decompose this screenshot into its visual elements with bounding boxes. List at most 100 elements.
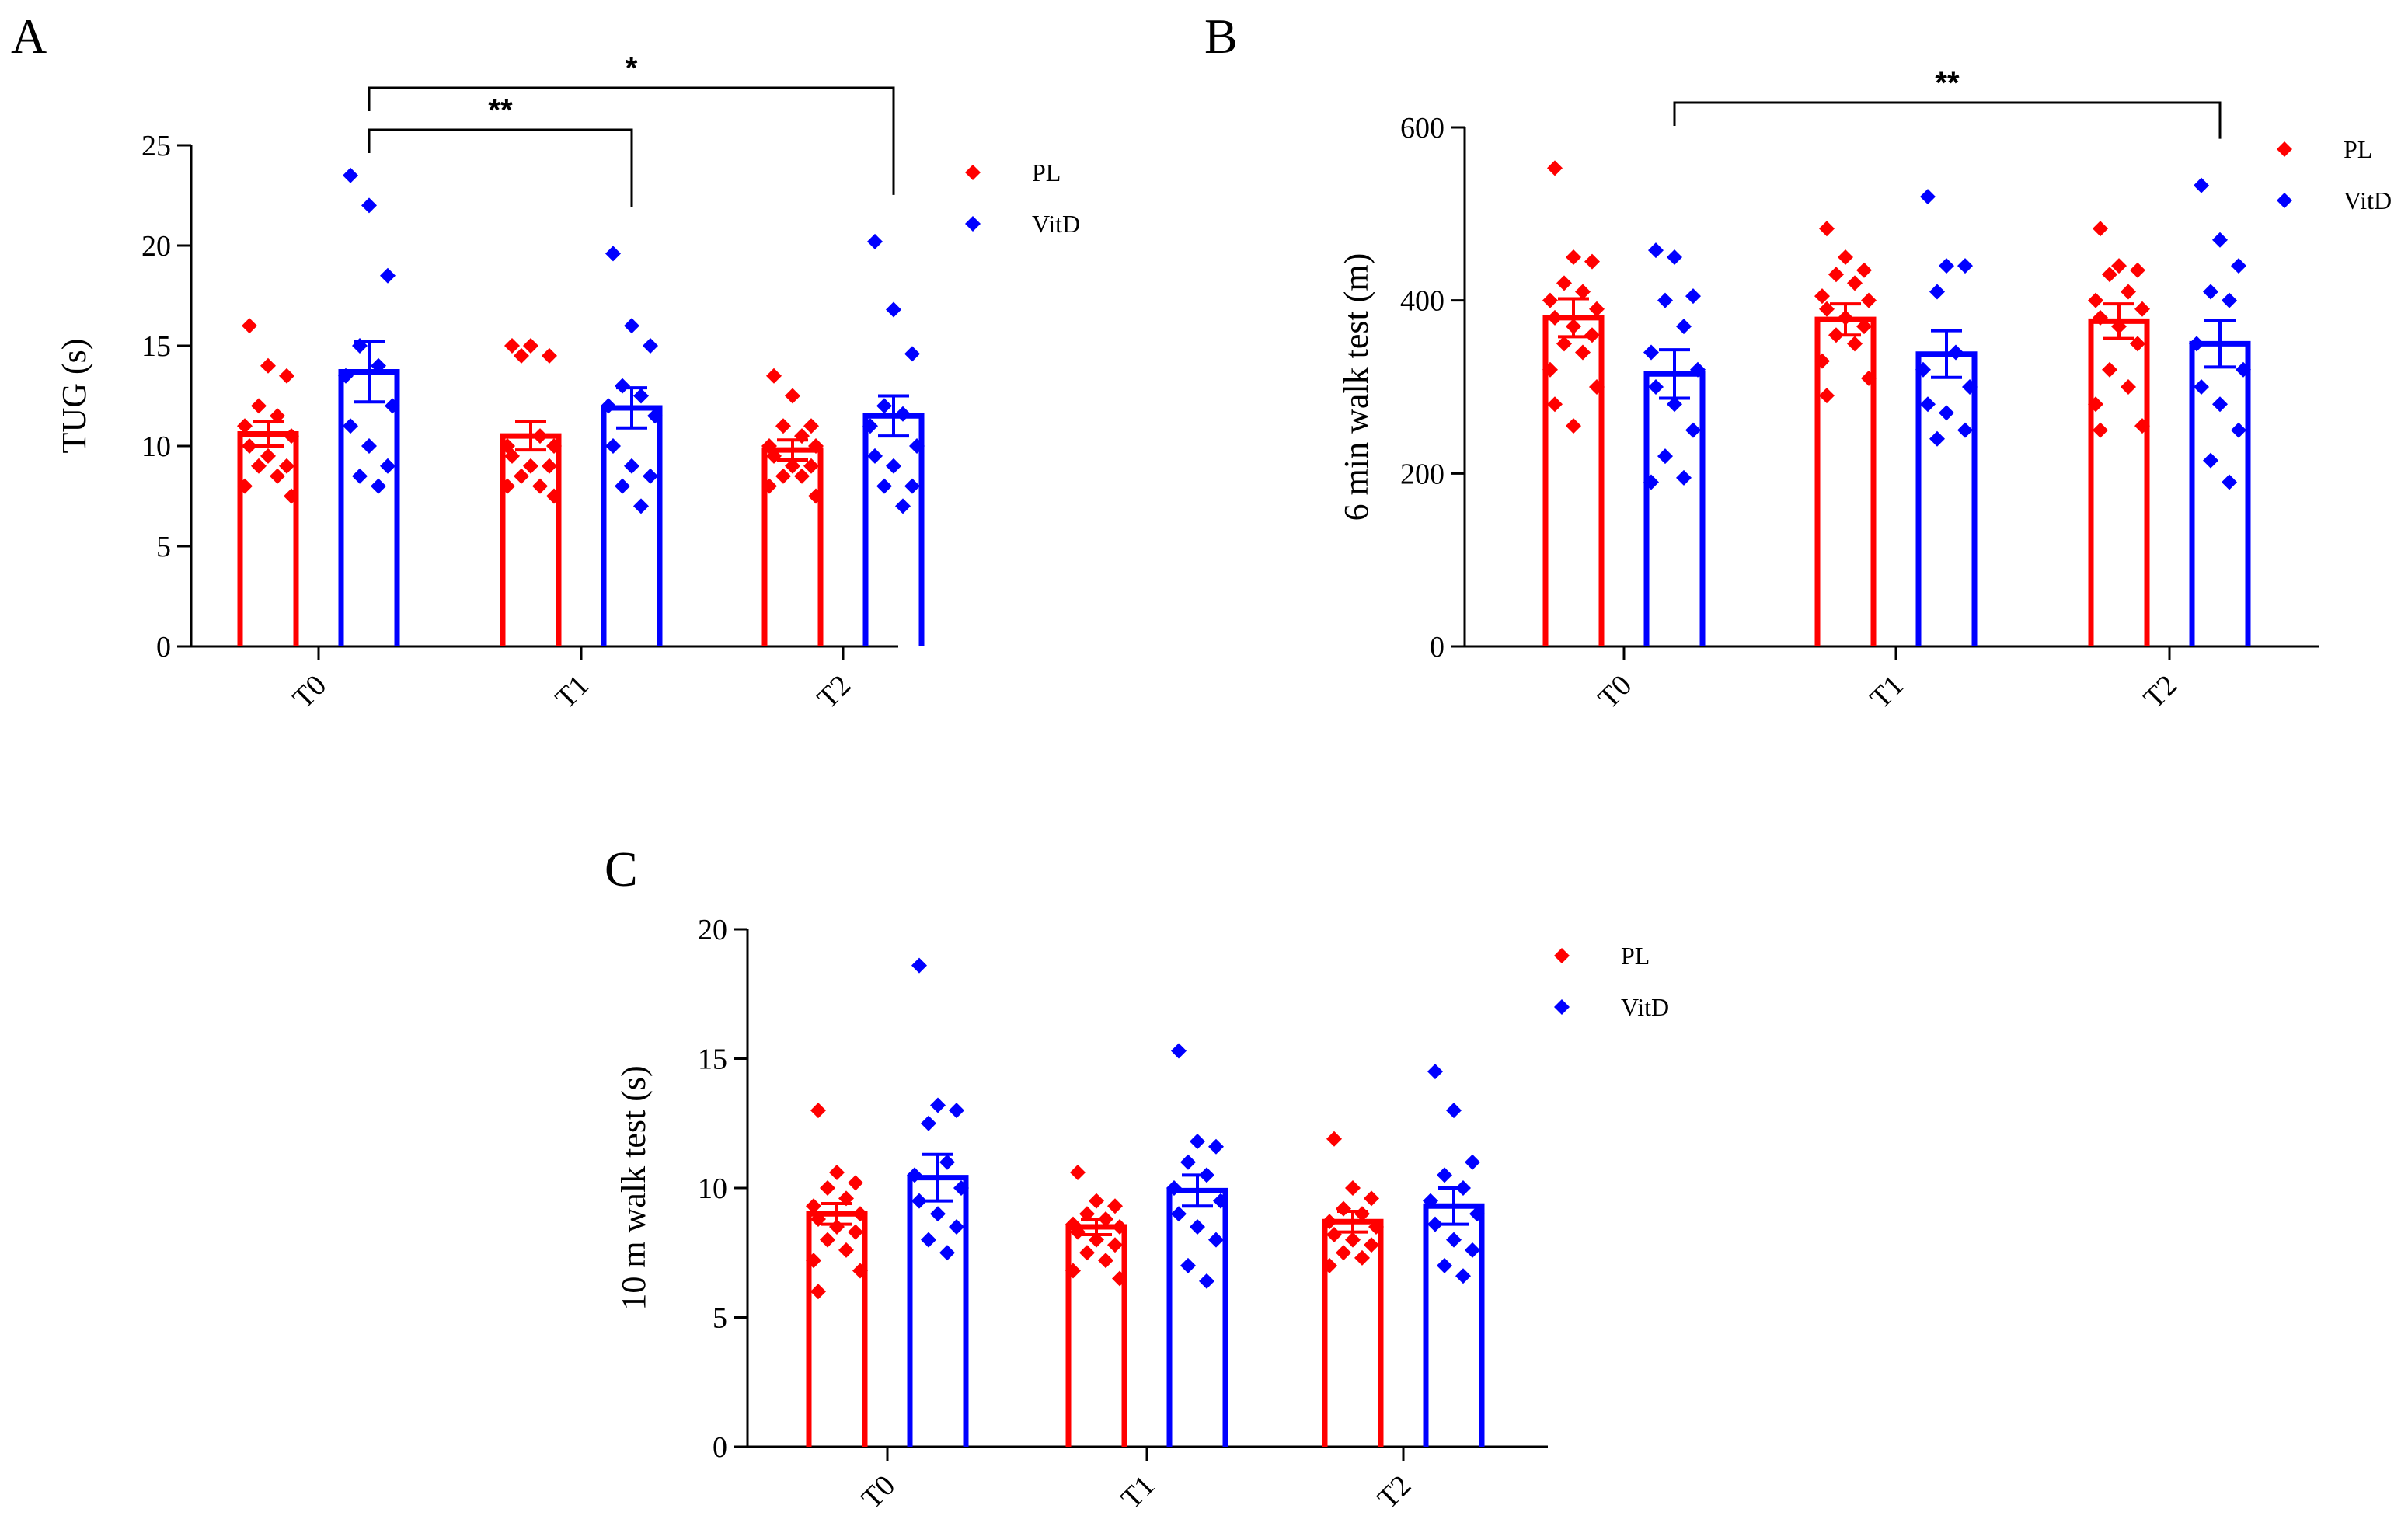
data-point-pl: [532, 428, 548, 444]
data-point-pl: [2088, 396, 2103, 413]
data-point-pl: [1322, 1257, 1337, 1273]
data-point-pl: [514, 347, 529, 364]
data-point-pl: [500, 478, 515, 494]
data-point-vitd: [2236, 361, 2251, 378]
data-point-pl: [542, 347, 557, 364]
data-point-pl: [251, 458, 267, 474]
data-point-pl: [1589, 379, 1605, 395]
data-point-pl: [1847, 336, 1863, 352]
data-point-vitd: [371, 478, 386, 494]
panel-letter: A: [11, 9, 47, 64]
data-point-pl: [1336, 1245, 1351, 1261]
data-point-pl: [829, 1218, 845, 1235]
data-point-vitd: [343, 418, 358, 434]
data-point-vitd: [1929, 430, 1945, 447]
data-point-pl: [775, 468, 791, 484]
data-point-pl: [1814, 288, 1830, 305]
x-tick-label: T1: [1115, 1469, 1162, 1516]
data-point-pl: [852, 1206, 868, 1222]
legend-marker-vitd: [965, 216, 981, 232]
legend-label: PL: [2344, 135, 2372, 163]
data-point-vitd: [1690, 361, 1706, 378]
data-point-vitd: [1455, 1268, 1471, 1284]
data-point-pl: [1589, 301, 1605, 317]
data-point-vitd: [895, 406, 911, 422]
data-point-vitd: [2194, 379, 2209, 395]
data-point-vitd: [1667, 396, 1682, 413]
data-point-vitd: [361, 438, 377, 454]
data-point-vitd: [911, 957, 927, 974]
data-point-pl: [1584, 327, 1600, 343]
data-point-pl: [810, 1103, 826, 1119]
data-point-vitd: [601, 398, 616, 414]
data-point-pl: [2111, 258, 2127, 274]
data-point-pl: [1819, 301, 1835, 317]
legend-label: VitD: [2344, 186, 2392, 214]
data-point-pl: [1556, 275, 1572, 291]
data-point-pl: [237, 478, 253, 494]
data-point-pl: [1838, 309, 1853, 326]
data-point-pl: [260, 448, 276, 464]
y-tick-label: 0: [1430, 631, 1444, 664]
x-tick-label: T0: [1592, 669, 1639, 716]
data-point-vitd: [2231, 422, 2246, 438]
data-point-pl: [1089, 1193, 1104, 1209]
data-point-vitd: [886, 458, 901, 474]
data-point-vitd: [867, 233, 883, 249]
y-tick-label: 20: [698, 914, 727, 946]
data-point-pl: [523, 338, 538, 354]
data-point-pl: [2130, 262, 2145, 278]
data-point-pl: [542, 458, 557, 474]
data-point-pl: [1861, 292, 1877, 308]
data-point-vitd: [380, 458, 396, 474]
data-point-pl: [2088, 292, 2103, 308]
data-point-vitd: [1199, 1273, 1214, 1289]
data-point-vitd: [1648, 242, 1664, 259]
data-point-vitd: [953, 1180, 969, 1196]
data-point-pl: [1364, 1190, 1379, 1207]
data-point-pl: [2102, 267, 2117, 283]
data-point-vitd: [876, 398, 892, 414]
data-point-pl: [829, 1165, 845, 1181]
legend-label: VitD: [1621, 993, 1669, 1021]
legend-marker-vitd: [1554, 999, 1570, 1015]
data-point-pl: [1364, 1237, 1379, 1253]
legend-marker-pl: [1554, 948, 1570, 963]
data-point-vitd: [2203, 452, 2218, 469]
y-tick-label: 200: [1400, 458, 1444, 490]
data-point-pl: [1838, 249, 1853, 265]
data-point-pl: [1575, 284, 1591, 300]
data-point-vitd: [352, 468, 368, 484]
data-point-pl: [504, 338, 520, 354]
x-tick-label: T0: [287, 669, 333, 716]
data-point-pl: [523, 458, 538, 474]
data-point-vitd: [1423, 1193, 1438, 1209]
data-point-vitd: [939, 1245, 955, 1261]
data-point-vitd: [1427, 1064, 1443, 1080]
data-point-pl: [848, 1224, 863, 1240]
data-point-pl: [504, 448, 520, 464]
chart-panel-c: C 0 5 10 15 20 10 m walk test (s) T0 T1 T2 PL VitD: [605, 841, 1669, 1515]
data-point-vitd: [1171, 1043, 1187, 1059]
data-point-pl: [1856, 262, 1872, 278]
data-point-vitd: [1437, 1257, 1452, 1273]
data-point-vitd: [2203, 284, 2218, 300]
data-point-pl: [2093, 309, 2108, 326]
legend-label: VitD: [1032, 210, 1080, 238]
data-point-vitd: [343, 167, 358, 183]
data-point-vitd: [2212, 232, 2228, 248]
data-point-pl: [766, 368, 782, 384]
data-point-vitd: [1465, 1154, 1480, 1170]
y-tick-label: 5: [156, 531, 171, 563]
data-point-vitd: [909, 438, 925, 454]
data-point-pl: [237, 418, 253, 434]
data-point-vitd: [1657, 448, 1673, 465]
significance-bracket: [368, 128, 633, 207]
data-point-pl: [1098, 1253, 1113, 1269]
bar-pl-t2: [1322, 1218, 1384, 1447]
data-point-pl: [766, 448, 782, 464]
data-point-vitd: [1427, 1216, 1443, 1232]
x-tick-label: T2: [2138, 669, 2184, 716]
data-point-vitd: [1939, 258, 1954, 274]
data-point-pl: [242, 318, 257, 334]
